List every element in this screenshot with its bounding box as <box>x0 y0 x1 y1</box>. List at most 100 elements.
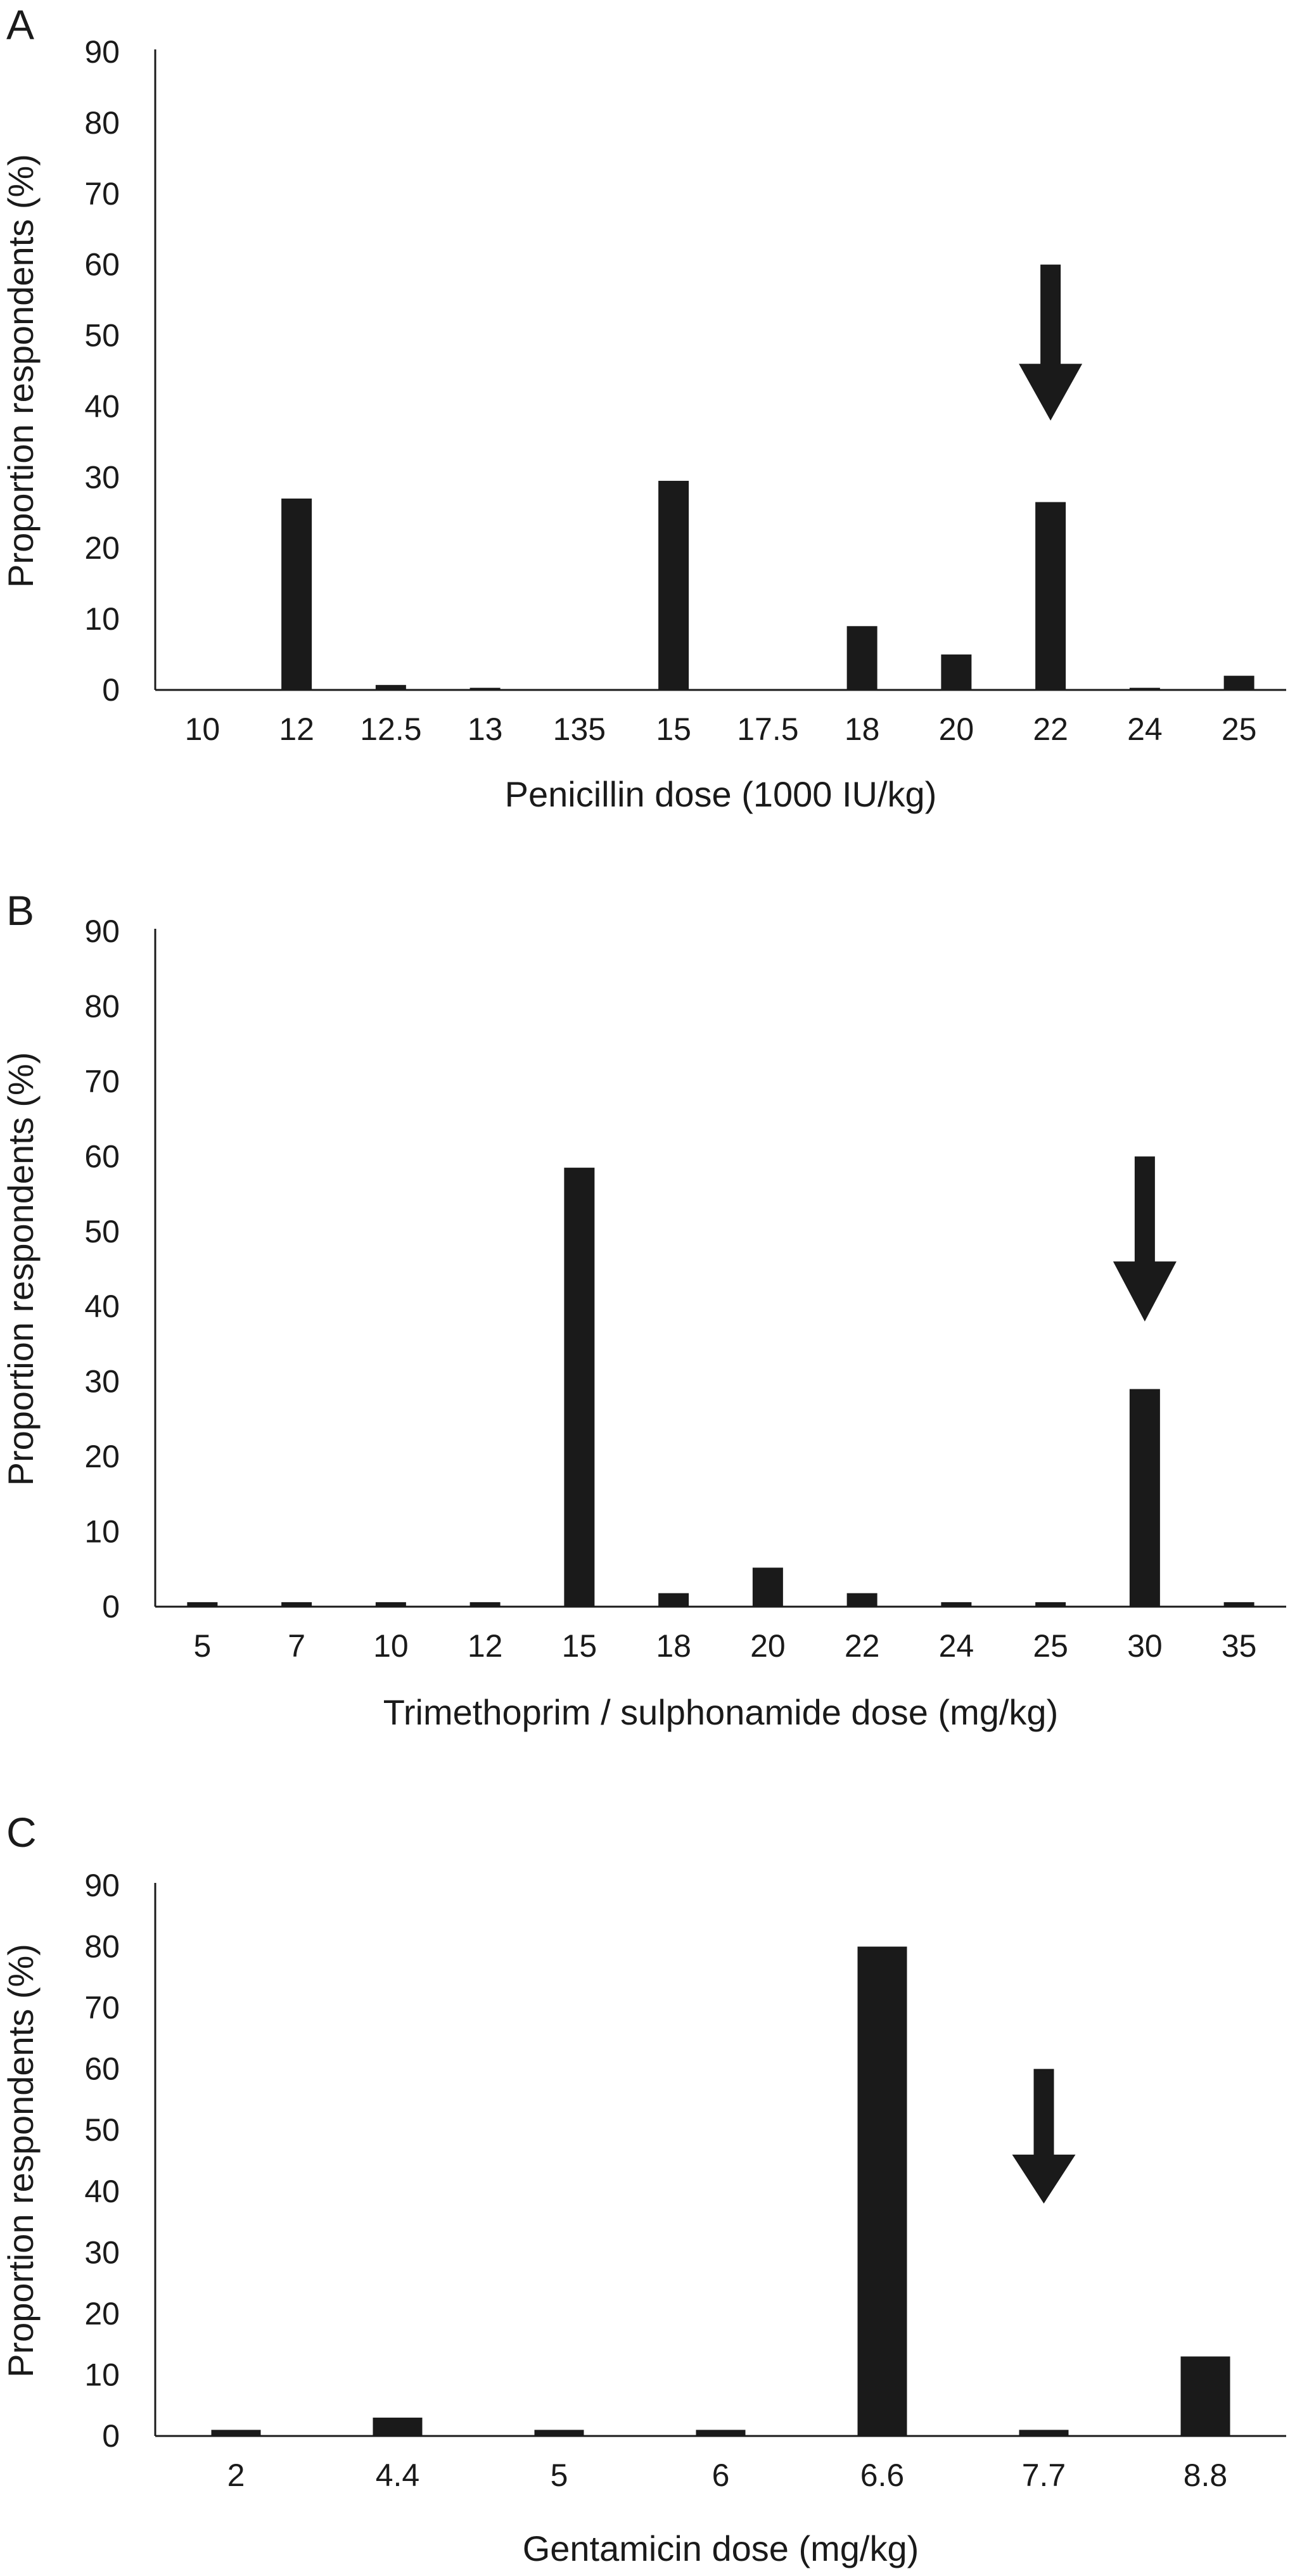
bar <box>469 1602 501 1607</box>
bar <box>1180 2356 1230 2436</box>
y-tick-label: 0 <box>102 1589 120 1624</box>
x-tick-label: 6.6 <box>860 2458 905 2493</box>
y-tick-label: 10 <box>84 601 120 637</box>
y-tick-label: 70 <box>84 1990 120 2025</box>
y-tick-label: 10 <box>84 1514 120 1550</box>
bar <box>187 1602 218 1607</box>
x-tick-label: 15 <box>562 1628 597 1664</box>
bar <box>375 1602 406 1607</box>
y-tick-label: 0 <box>102 672 120 708</box>
bar <box>696 2430 746 2436</box>
y-tick-label: 90 <box>84 1868 120 1903</box>
x-tick-label: 2 <box>227 2458 245 2493</box>
y-tick-label: 60 <box>84 1138 120 1174</box>
bar <box>1019 2430 1069 2436</box>
x-tick-label: 15 <box>656 711 691 747</box>
y-axis-title: Proportion respondents (%) <box>1 154 41 588</box>
y-tick-label: 50 <box>84 2112 120 2148</box>
x-tick-label: 20 <box>939 711 974 747</box>
y-axis-title: Proportion respondents (%) <box>1 1052 41 1486</box>
bar <box>941 1602 972 1607</box>
bar <box>1035 1602 1066 1607</box>
bar <box>534 2430 584 2436</box>
x-tick-label: 10 <box>185 711 220 747</box>
y-tick-label: 60 <box>84 247 120 283</box>
x-tick-label: 4.4 <box>376 2458 420 2493</box>
bar <box>1223 1602 1254 1607</box>
bar <box>1035 502 1066 690</box>
y-tick-label: 70 <box>84 1064 120 1099</box>
y-tick-label: 0 <box>102 2418 120 2454</box>
x-tick-label: 13 <box>468 711 503 747</box>
panel-letter: A <box>6 1 34 48</box>
x-tick-label: 5 <box>551 2458 568 2493</box>
y-tick-label: 30 <box>84 1364 120 1400</box>
x-tick-label: 25 <box>1033 1628 1068 1664</box>
bar <box>469 687 501 690</box>
x-tick-label: 24 <box>939 1628 974 1664</box>
y-tick-label: 30 <box>84 2235 120 2270</box>
x-axis-title: Trimethoprim / sulphonamide dose (mg/kg) <box>383 1692 1058 1732</box>
x-tick-label: 12.5 <box>360 711 421 747</box>
y-tick-label: 80 <box>84 988 120 1024</box>
y-tick-label: 10 <box>84 2357 120 2392</box>
panel-b: B 0 10 20 30 40 50 60 70 80 90 Proportion responden… <box>1 887 1286 1732</box>
bar <box>373 2418 423 2436</box>
bar <box>752 1567 783 1607</box>
x-tick-label: 25 <box>1222 711 1257 747</box>
x-tick-label: 22 <box>845 1628 880 1664</box>
bar <box>1129 1389 1160 1607</box>
x-tick-label: 35 <box>1222 1628 1257 1664</box>
y-tick-label: 20 <box>84 2296 120 2331</box>
x-tick-label: 135 <box>553 711 606 747</box>
y-tick-label: 60 <box>84 2051 120 2087</box>
y-tick-label: 70 <box>84 176 120 212</box>
bar <box>941 654 972 690</box>
x-tick-label: 22 <box>1033 711 1068 747</box>
x-axis-title: Penicillin dose (1000 IU/kg) <box>505 774 937 814</box>
bar <box>375 685 406 690</box>
x-tick-label: 6 <box>712 2458 730 2493</box>
bar <box>658 480 689 690</box>
x-tick-label: 18 <box>845 711 880 747</box>
down-arrow-icon <box>1012 2069 1076 2204</box>
x-tick-label: 12 <box>279 711 314 747</box>
bar <box>1223 675 1254 690</box>
y-tick-label: 50 <box>84 318 120 354</box>
x-tick-label: 12 <box>468 1628 503 1664</box>
panel-letter: B <box>6 887 34 934</box>
bar <box>211 2430 261 2436</box>
bar <box>281 498 312 690</box>
x-tick-label: 20 <box>750 1628 786 1664</box>
y-axis-title: Proportion respondents (%) <box>1 1944 41 2378</box>
y-tick-label: 80 <box>84 105 120 141</box>
y-tick-label: 90 <box>84 34 120 70</box>
x-tick-label: 17.5 <box>737 711 798 747</box>
x-tick-label: 7 <box>288 1628 305 1664</box>
x-tick-label: 5 <box>193 1628 211 1664</box>
y-tick-label: 80 <box>84 1929 120 1965</box>
down-arrow-icon <box>1019 264 1083 421</box>
x-tick-label: 18 <box>656 1628 691 1664</box>
panel-c: C 0 10 20 30 40 50 60 70 80 90 Proportion responden… <box>1 1809 1286 2568</box>
x-tick-label: 7.7 <box>1022 2458 1066 2493</box>
y-tick-label: 90 <box>84 914 120 949</box>
y-tick-label: 20 <box>84 1439 120 1474</box>
bar <box>658 1593 689 1607</box>
panel-a: A 0 10 20 30 40 50 60 70 80 90 Proportion responden… <box>1 1 1286 814</box>
bar <box>1129 687 1160 690</box>
bar <box>281 1602 312 1607</box>
y-tick-label: 40 <box>84 1289 120 1324</box>
y-tick-label: 30 <box>84 459 120 495</box>
y-tick-label: 20 <box>84 530 120 566</box>
y-tick-label: 40 <box>84 2174 120 2209</box>
panel-letter: C <box>6 1809 37 1856</box>
x-tick-label: 8.8 <box>1184 2458 1228 2493</box>
x-axis-title: Gentamicin dose (mg/kg) <box>523 2528 919 2568</box>
bar <box>857 1946 907 2436</box>
bar <box>846 626 878 690</box>
x-tick-label: 10 <box>373 1628 409 1664</box>
x-tick-label: 24 <box>1127 711 1163 747</box>
x-tick-label: 30 <box>1127 1628 1163 1664</box>
